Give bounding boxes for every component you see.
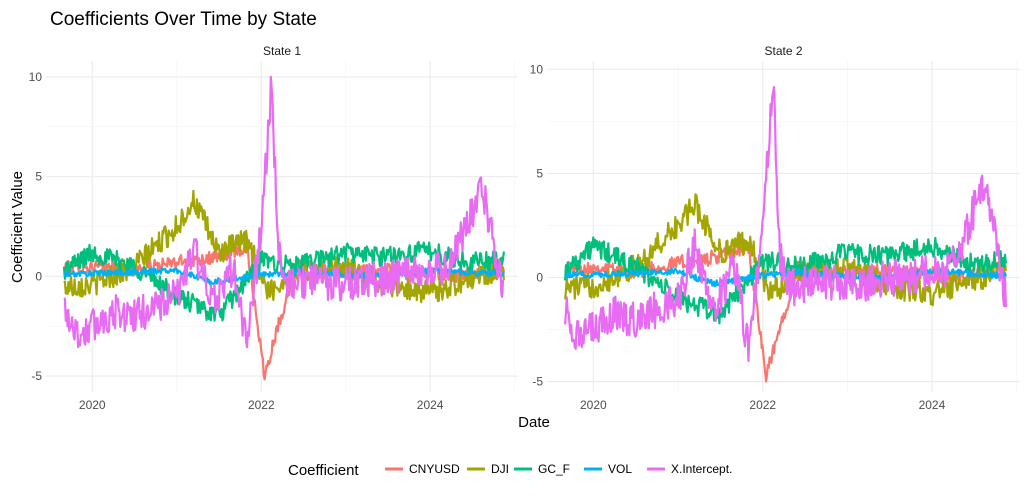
chart-title: Coefficients Over Time by State <box>50 9 317 30</box>
panel-state-1: State 1 -5 0 5 10 2020 2022 2024 <box>29 44 518 412</box>
y-tick-label: 10 <box>530 62 544 76</box>
legend-label: X.Intercept. <box>671 462 732 476</box>
legend-title: Coefficient <box>288 462 359 479</box>
legend-label: DJI <box>491 462 509 476</box>
y-tick-label: -5 <box>31 369 42 383</box>
y-tick-label: 10 <box>29 70 43 84</box>
x-tick-label: 2024 <box>417 398 444 412</box>
x-tick-label: 2020 <box>79 398 106 412</box>
y-tick-label: 5 <box>35 170 42 184</box>
series-line-x-intercept <box>564 85 1007 362</box>
x-tick-label: 2020 <box>580 398 607 412</box>
x-tick-label: 2024 <box>919 398 946 412</box>
y-tick-label: 0 <box>536 271 543 285</box>
y-tick-label: 0 <box>35 269 42 283</box>
x-tick-label: 2022 <box>749 398 776 412</box>
legend-label: VOL <box>608 462 632 476</box>
x-axis-title: Date <box>518 414 550 431</box>
y-axis-title: Coefficient Value <box>9 171 26 283</box>
legend-label: GC_F <box>538 462 570 476</box>
legend: Coefficient CNYUSD DJI GC_F VOL X.Intercept. <box>288 462 732 479</box>
strip-label: State 2 <box>764 44 802 58</box>
y-tick-label: 5 <box>536 166 543 180</box>
strip-label: State 1 <box>263 44 301 58</box>
series-line-gc-f <box>62 240 505 322</box>
y-tick-label: -5 <box>532 375 543 389</box>
chart-panels: State 1 -5 0 5 10 2020 2022 2024 State 2 -5 0 5 10 20… <box>29 44 1020 412</box>
panel-state-2: State 2 -5 0 5 10 2020 2022 2024 <box>530 44 1020 412</box>
legend-label: CNYUSD <box>409 462 460 476</box>
x-tick-label: 2022 <box>248 398 275 412</box>
series-line-x-intercept <box>63 75 505 349</box>
